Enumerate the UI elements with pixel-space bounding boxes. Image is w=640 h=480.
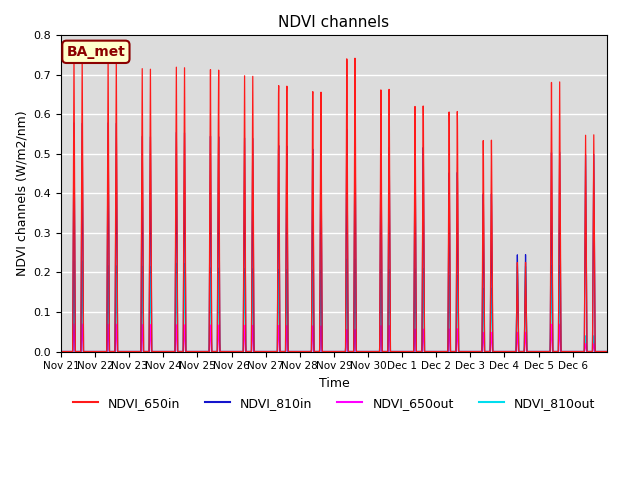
NDVI_650out [57,348,65,354]
NDVI_810out [351,256,359,262]
Line: NDVI_650out: NDVI_650out [61,324,607,351]
NDVI_810in [104,120,112,126]
NDVI_810in [603,348,611,354]
NDVI_650in [520,348,527,354]
Legend: NDVI_650in, NDVI_810in, NDVI_650out, NDVI_810out: NDVI_650in, NDVI_810in, NDVI_650out, NDV… [68,392,600,415]
NDVI_810in [452,348,460,354]
NDVI_650in [487,252,495,258]
NDVI_810in [487,276,495,282]
NDVI_650out [70,321,78,327]
Line: NDVI_810out: NDVI_810out [61,259,607,351]
NDVI_810in [169,348,177,354]
NDVI_810out [603,348,611,354]
NDVI_650out [597,348,605,354]
NDVI_650in [70,53,78,59]
NDVI_810out [57,348,65,354]
NDVI_810out [487,322,495,327]
NDVI_650out [487,342,495,348]
NDVI_650out [169,348,177,354]
Title: NDVI channels: NDVI channels [278,15,390,30]
NDVI_650out [452,348,460,354]
NDVI_810in [57,348,65,354]
NDVI_810out [597,348,605,354]
NDVI_650in [57,348,65,354]
NDVI_810out [404,348,412,354]
X-axis label: Time: Time [319,377,349,390]
NDVI_650out [520,348,527,354]
NDVI_650in [603,348,611,354]
NDVI_650in [597,348,605,354]
Line: NDVI_650in: NDVI_650in [61,56,607,351]
NDVI_810out [452,348,460,354]
NDVI_650in [452,348,460,354]
NDVI_810in [597,348,605,354]
Line: NDVI_810in: NDVI_810in [61,123,607,351]
NDVI_650out [404,348,412,354]
Y-axis label: NDVI channels (W/m2/nm): NDVI channels (W/m2/nm) [15,110,28,276]
NDVI_650in [169,348,177,354]
NDVI_810out [169,348,177,354]
NDVI_650in [404,348,412,354]
NDVI_650out [603,348,611,354]
NDVI_810out [520,348,527,354]
NDVI_810in [404,348,412,354]
Text: BA_met: BA_met [67,45,125,59]
NDVI_810in [520,348,527,354]
